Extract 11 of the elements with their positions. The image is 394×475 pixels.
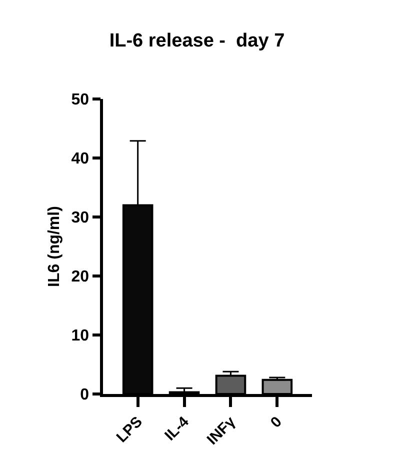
chart-title: IL-6 release - day 7 [109,30,285,52]
x-tick-label: LPS [113,413,146,446]
y-tick-label: 20 [71,268,90,286]
y-axis-title: IL6 (ng/ml) [46,206,64,287]
x-tick-label: 0 [267,413,286,432]
y-tick-label: 40 [71,150,90,168]
y-tick-label: 30 [71,210,90,227]
y-tick-label: 50 [71,92,90,109]
x-tick-label: IL-4 [162,412,193,444]
y-tick-label: 10 [71,328,90,345]
y-tick-label: 0 [80,386,90,404]
